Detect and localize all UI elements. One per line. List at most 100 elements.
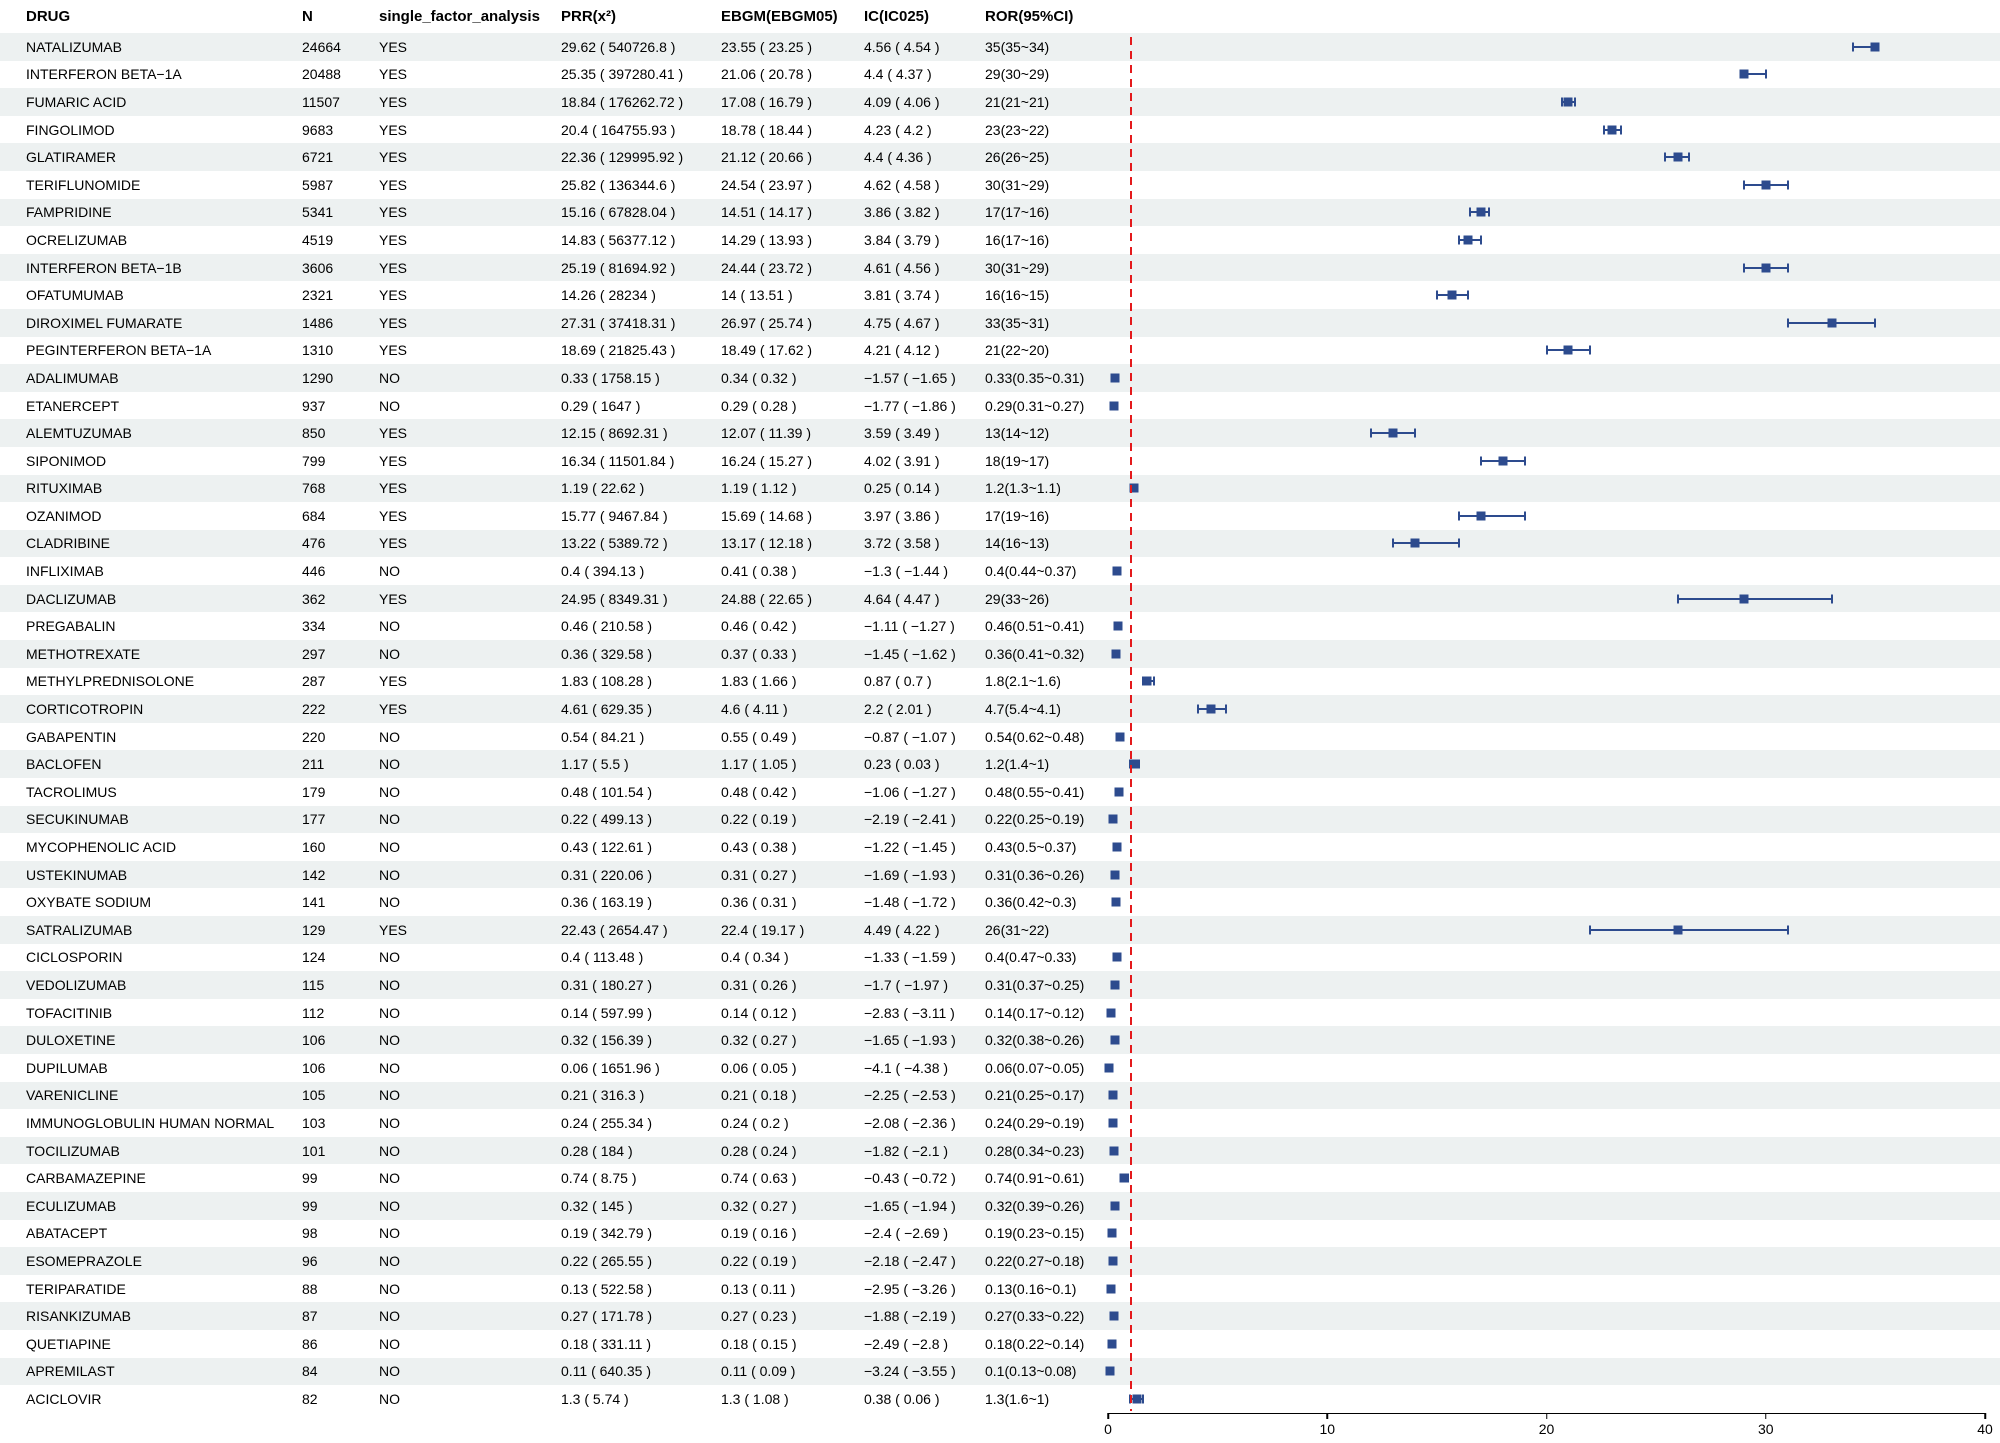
cell-prr: 0.19 ( 342.79 )	[561, 1225, 653, 1242]
cell-ebgm: 0.13 ( 0.11 )	[721, 1280, 796, 1297]
cell-ebgm: 0.22 ( 0.19 )	[721, 1252, 797, 1269]
cell-prr: 15.77 ( 9467.84 )	[561, 507, 668, 524]
cell-sfa: NO	[379, 811, 400, 828]
cell-n: 160	[302, 839, 326, 856]
point-estimate-marker	[1110, 870, 1120, 880]
cell-ic: −1.57 ( −1.65 )	[864, 369, 956, 386]
table-row: TACROLIMUS 179 NO 0.48 ( 101.54 ) 0.48 ( 0.4…	[0, 778, 2000, 806]
forest-plot-cell	[1108, 502, 1985, 530]
cell-ebgm: 24.88 ( 22.65 )	[721, 590, 813, 607]
cell-sfa: NO	[379, 894, 400, 911]
cell-ic: −2.49 ( −2.8 )	[864, 1335, 949, 1352]
cell-n: 105	[302, 1087, 326, 1104]
cell-drug: USTEKINUMAB	[26, 866, 128, 883]
cell-ic: −1.22 ( −1.45 )	[864, 839, 956, 856]
cell-n: 4519	[302, 231, 334, 248]
cell-n: 106	[302, 1059, 326, 1076]
cell-drug: ESOMEPRAZOLE	[26, 1252, 142, 1269]
cell-drug: INTERFERON BETA−1B	[26, 259, 182, 276]
cell-ror: 16(16~15)	[985, 287, 1050, 304]
point-estimate-marker	[1113, 621, 1123, 631]
table-row: ETANERCEPT 937 NO 0.29 ( 1647 ) 0.29 ( 0.28 …	[0, 392, 2000, 420]
cell-drug: GLATIRAMER	[26, 149, 116, 166]
cell-n: 103	[302, 1114, 326, 1131]
cell-prr: 0.18 ( 331.11 )	[561, 1335, 652, 1352]
forest-plot-cell	[1108, 281, 1985, 309]
cell-ic: −1.11 ( −1.27 )	[864, 618, 955, 635]
cell-ebgm: 21.12 ( 20.66 )	[721, 149, 813, 166]
cell-drug: SECUKINUMAB	[26, 811, 129, 828]
cell-ror: 0.43(0.5~0.37)	[985, 839, 1077, 856]
cell-ror: 23(23~22)	[985, 121, 1050, 138]
point-estimate-marker	[1463, 235, 1473, 245]
point-estimate-marker	[1739, 594, 1749, 604]
cell-prr: 0.24 ( 255.34 )	[561, 1114, 653, 1131]
cell-drug: CLADRIBINE	[26, 535, 111, 552]
forest-plot-cell	[1108, 447, 1985, 475]
cell-drug: DUPILUMAB	[26, 1059, 108, 1076]
cell-n: 99	[302, 1170, 318, 1187]
cell-prr: 0.43 ( 122.61 )	[561, 839, 653, 856]
table-row: METHYLPREDNISOLONE 287 YES 1.83 ( 108.28 ) 1…	[0, 668, 2000, 696]
cell-n: 5341	[302, 204, 334, 221]
forest-plot-cell	[1108, 888, 1985, 916]
cell-drug: TOCILIZUMAB	[26, 1142, 120, 1159]
cell-sfa: YES	[379, 204, 408, 221]
cell-ic: 4.56 ( 4.54 )	[864, 38, 940, 55]
cell-ic: 4.23 ( 4.2 )	[864, 121, 932, 138]
cell-ebgm: 26.97 ( 25.74 )	[721, 314, 813, 331]
cell-sfa: NO	[379, 369, 400, 386]
cell-ebgm: 0.43 ( 0.38 )	[721, 839, 797, 856]
cell-ic: −3.24 ( −3.55 )	[864, 1363, 956, 1380]
cell-sfa: NO	[379, 756, 400, 773]
cell-ror: 0.22(0.27~0.18)	[985, 1252, 1085, 1269]
cell-drug: INFLIXIMAB	[26, 563, 104, 580]
point-estimate-marker	[1142, 676, 1152, 686]
cell-ebgm: 16.24 ( 15.27 )	[721, 452, 813, 469]
point-estimate-marker	[1108, 1256, 1118, 1266]
cell-prr: 25.35 ( 397280.41 )	[561, 66, 684, 83]
point-estimate-marker	[1739, 69, 1749, 79]
table-row: VARENICLINE 105 NO 0.21 ( 316.3 ) 0.21 ( 0.1…	[0, 1081, 2000, 1110]
cell-ic: 0.38 ( 0.06 )	[864, 1390, 940, 1407]
cell-ic: 4.64 ( 4.47 )	[864, 590, 940, 607]
table-row: PREGABALIN 334 NO 0.46 ( 210.58 ) 0.46 ( 0.4…	[0, 612, 2000, 640]
cell-ic: −0.43 ( −0.72 )	[864, 1170, 956, 1187]
table-row: INTERFERON BETA−1A 20488 YES 25.35 ( 397280…	[0, 61, 2000, 89]
cell-ror: 0.14(0.17~0.12)	[985, 1004, 1085, 1021]
column-header-single-factor-analysis: single_factor_analysis	[379, 8, 540, 25]
table-row: RITUXIMAB 768 YES 1.19 ( 22.62 ) 1.19 ( 1.12…	[0, 474, 2000, 503]
point-estimate-marker	[1112, 842, 1122, 852]
cell-ror: 17(17~16)	[985, 204, 1050, 221]
cell-sfa: YES	[379, 93, 408, 110]
x-axis-tick	[1326, 1412, 1328, 1419]
cell-sfa: NO	[379, 1032, 400, 1049]
cell-sfa: YES	[379, 66, 408, 83]
cell-ebgm: 0.28 ( 0.24 )	[721, 1142, 797, 1159]
cell-drug: NATALIZUMAB	[26, 38, 122, 55]
cell-ebgm: 0.31 ( 0.27 )	[721, 866, 797, 883]
cell-ic: 3.97 ( 3.86 )	[864, 507, 940, 524]
cell-ic: −2.08 ( −2.36 )	[864, 1114, 956, 1131]
point-estimate-marker	[1106, 1008, 1116, 1018]
cell-ic: −2.19 ( −2.41 )	[864, 811, 956, 828]
cell-n: 799	[302, 452, 326, 469]
cell-sfa: NO	[379, 397, 400, 414]
cell-sfa: YES	[379, 176, 408, 193]
cell-prr: 4.61 ( 629.35 )	[561, 701, 653, 718]
cell-prr: 0.22 ( 265.55 )	[561, 1252, 653, 1269]
forest-plot-cell	[1108, 419, 1985, 447]
cell-prr: 0.22 ( 499.13 )	[561, 811, 653, 828]
table-row: ECULIZUMAB 99 NO 0.32 ( 145 ) 0.32 ( 0.27 ) −…	[0, 1191, 2000, 1220]
cell-ebgm: 0.48 ( 0.42 )	[721, 783, 797, 800]
table-row: FINGOLIMOD 9683 YES 20.4 ( 164755.93 ) 18.78…	[0, 116, 2000, 144]
column-header-n: N	[302, 8, 313, 25]
cell-ror: 13(14~12)	[985, 425, 1050, 442]
cell-ebgm: 1.19 ( 1.12 )	[721, 480, 797, 497]
cell-ebgm: 15.69 ( 14.68 )	[721, 507, 813, 524]
forest-plot-cell	[1108, 171, 1985, 199]
cell-drug: ACICLOVIR	[26, 1390, 102, 1407]
cell-ebgm: 0.29 ( 0.28 )	[721, 397, 797, 414]
point-estimate-marker	[1110, 373, 1120, 383]
